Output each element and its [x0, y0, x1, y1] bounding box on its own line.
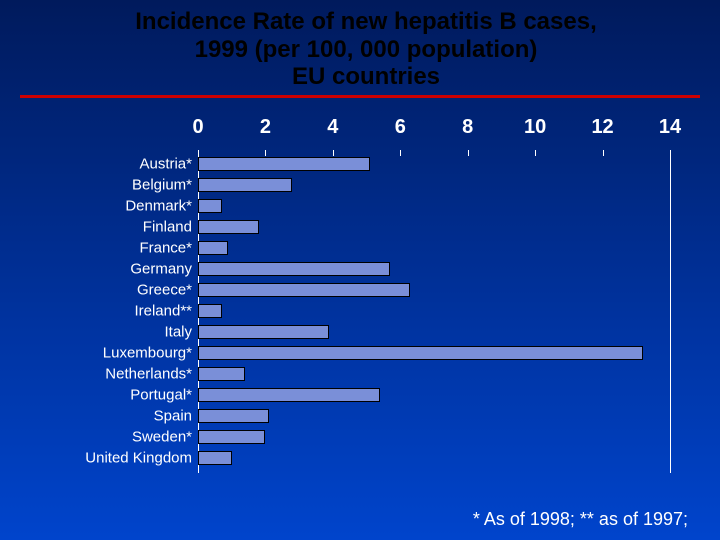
- bar: [198, 157, 370, 171]
- x-tick: [400, 150, 401, 156]
- category-label: Spain: [154, 409, 192, 424]
- bar: [198, 199, 222, 213]
- category-label: Greece*: [137, 283, 192, 298]
- category-label: Denmark*: [125, 199, 192, 214]
- bar: [198, 430, 265, 444]
- title-line-1: Incidence Rate of new hepatitis B cases,: [52, 8, 680, 36]
- bar: [198, 220, 259, 234]
- category-labels: Austria* Belgium* Denmark* Finland France* Ge…: [30, 150, 192, 473]
- x-tick-label: 14: [659, 116, 681, 139]
- title-divider: [20, 95, 700, 98]
- x-tick-label: 12: [591, 116, 613, 139]
- bar: [198, 367, 245, 381]
- category-label: Sweden*: [132, 430, 192, 445]
- bar: [198, 283, 410, 297]
- bar: [198, 262, 390, 276]
- chart: 0 2 4 6 8 10 12 14 Austria* Belgium* Denmark* Finl…: [30, 116, 690, 496]
- x-tick-label: 8: [462, 116, 473, 139]
- x-tick: [333, 150, 334, 156]
- category-label: Germany: [130, 262, 192, 277]
- category-label: Ireland**: [134, 304, 192, 319]
- x-tick: [670, 150, 671, 473]
- slide: Incidence Rate of new hepatitis B cases,…: [0, 0, 720, 540]
- x-tick-label: 10: [524, 116, 546, 139]
- x-tick-label: 6: [395, 116, 406, 139]
- category-label: Portugal*: [130, 388, 192, 403]
- category-label: Finland: [143, 220, 192, 235]
- category-label: Austria*: [139, 157, 192, 172]
- bar: [198, 178, 292, 192]
- category-label: Italy: [164, 325, 192, 340]
- x-tick: [468, 150, 469, 156]
- category-label: France*: [139, 241, 192, 256]
- title-block: Incidence Rate of new hepatitis B cases,…: [0, 0, 720, 91]
- category-label: Luxembourg*: [103, 346, 192, 361]
- x-axis-labels: 02468101214: [198, 116, 670, 144]
- category-label: Netherlands*: [105, 367, 192, 382]
- x-tick-label: 2: [260, 116, 271, 139]
- category-label: United Kingdom: [85, 451, 192, 466]
- footnote: * As of 1998; ** as of 1997;: [473, 509, 688, 530]
- bar: [198, 388, 380, 402]
- x-tick: [265, 150, 266, 156]
- bar: [198, 409, 269, 423]
- bar: [198, 346, 643, 360]
- x-tick-label: 0: [192, 116, 203, 139]
- category-label: Belgium*: [132, 178, 192, 193]
- plot-area: [198, 150, 670, 473]
- bar: [198, 241, 228, 255]
- bar: [198, 304, 222, 318]
- bar: [198, 325, 329, 339]
- title-line-2: 1999 (per 100, 000 population): [52, 36, 680, 64]
- bar: [198, 451, 232, 465]
- x-tick-label: 4: [327, 116, 338, 139]
- x-tick: [603, 150, 604, 156]
- title-line-3: EU countries: [52, 63, 680, 91]
- x-tick: [535, 150, 536, 156]
